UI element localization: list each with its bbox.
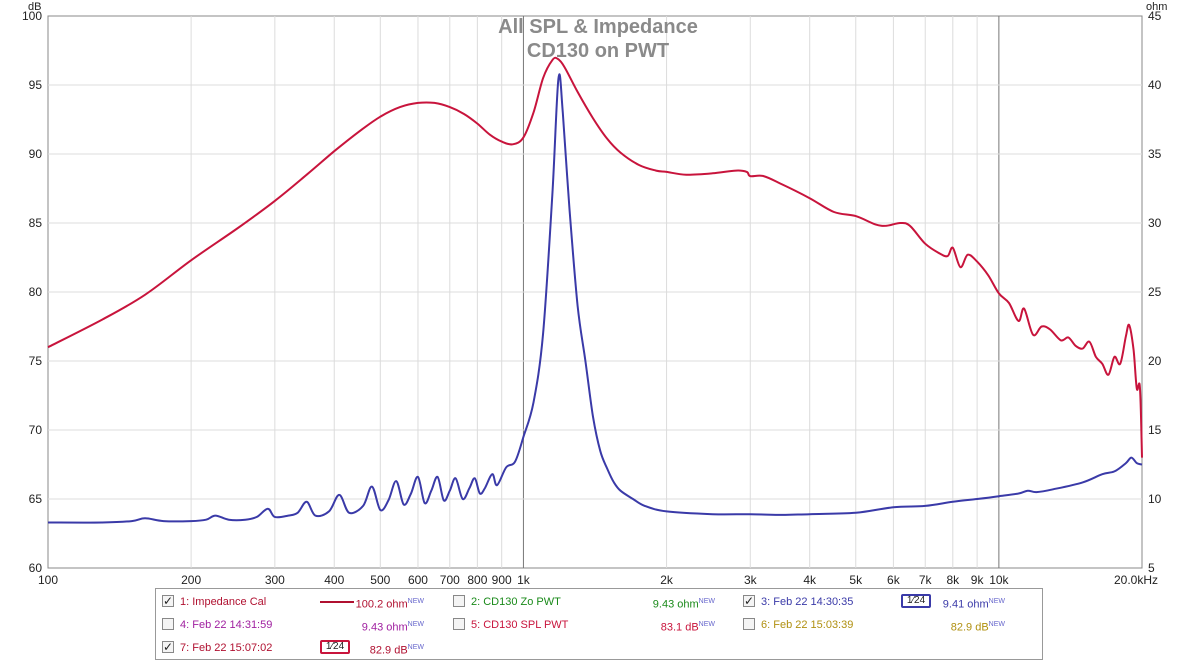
legend-new-badge: NEW xyxy=(988,621,1005,628)
x-tick-label: 400 xyxy=(324,573,344,587)
x-tick-label: 4k xyxy=(803,573,817,587)
legend-value: 82.9 dBNEW xyxy=(369,644,424,657)
legend-item-3[interactable]: ✓ 3: Feb 22 14:30:35 1⁄24 9.41 ohmNEW xyxy=(743,592,1028,612)
y-right-tick-label: 35 xyxy=(1148,147,1162,161)
legend-value: 82.9 dBNEW xyxy=(950,621,1005,634)
legend-new-badge: NEW xyxy=(698,621,715,628)
series-line-1 xyxy=(47,56,1143,458)
legend-smoothing-swatch: 1⁄24 xyxy=(901,594,931,608)
legend-value: 9.43 ohmNEW xyxy=(361,621,424,634)
x-tick-label: 3k xyxy=(744,573,758,587)
legend-value: 100.2 ohmNEW xyxy=(355,598,424,611)
y-right-tick-label: 10 xyxy=(1148,492,1162,506)
legend-new-badge: NEW xyxy=(698,598,715,605)
left-axis-unit: dB xyxy=(28,1,41,13)
y-right-tick-label: 30 xyxy=(1148,216,1162,230)
grid-lines xyxy=(48,16,1142,568)
legend-checkbox[interactable]: ✓ xyxy=(162,640,174,654)
legend-item-5[interactable]: 5: CD130 SPL PWT 83.1 dBNEW xyxy=(453,615,738,635)
legend-name: 5: CD130 SPL PWT xyxy=(471,619,569,631)
legend-checkbox[interactable] xyxy=(162,618,174,630)
right-axis-unit: ohm xyxy=(1146,1,1167,13)
x-tick-label: 10k xyxy=(989,573,1009,587)
series-layer xyxy=(47,56,1143,524)
legend-value: 9.41 ohmNEW xyxy=(942,598,1005,611)
y-left-tick-label: 100 xyxy=(22,9,42,23)
legend-new-badge: NEW xyxy=(407,598,424,605)
legend-value: 83.1 dBNEW xyxy=(660,621,715,634)
y-left-tick-label: 65 xyxy=(29,492,43,506)
legend-checkbox[interactable] xyxy=(453,595,465,607)
y-left-tick-label: 95 xyxy=(29,78,43,92)
legend-line-swatch xyxy=(320,601,354,603)
legend-name: 4: Feb 22 14:31:59 xyxy=(180,619,273,631)
x-tick-label: 20.0kHz xyxy=(1114,573,1158,587)
series-line-2 xyxy=(47,73,1143,524)
x-tick-label: 2k xyxy=(660,573,674,587)
y-left-tick-label: 75 xyxy=(29,354,43,368)
legend-name: 2: CD130 Zo PWT xyxy=(471,596,561,608)
y-left-tick-label: 70 xyxy=(29,423,43,437)
legend-new-badge: NEW xyxy=(407,644,424,651)
x-tick-label: 5k xyxy=(849,573,863,587)
x-tick-label: 900 xyxy=(492,573,512,587)
legend-item-1[interactable]: ✓ 1: Impedance Cal 100.2 ohmNEW xyxy=(162,592,447,612)
legend-checkbox[interactable] xyxy=(453,618,465,630)
legend-checkbox[interactable]: ✓ xyxy=(162,594,174,608)
legend-new-badge: NEW xyxy=(988,598,1005,605)
legend-new-badge: NEW xyxy=(407,621,424,628)
x-tick-label: 300 xyxy=(265,573,285,587)
x-tick-label: 6k xyxy=(887,573,901,587)
y-left-tick-label: 85 xyxy=(29,216,43,230)
y-right-tick-label: 15 xyxy=(1148,423,1162,437)
legend-item-7[interactable]: ✓ 7: Feb 22 15:07:02 1⁄24 82.9 dBNEW xyxy=(162,638,447,658)
y-left-tick-label: 60 xyxy=(29,561,43,575)
x-tick-label: 700 xyxy=(440,573,460,587)
legend-value: 9.43 ohmNEW xyxy=(652,598,715,611)
x-tick-label: 7k xyxy=(919,573,933,587)
x-tick-label: 600 xyxy=(408,573,428,587)
x-tick-label: 800 xyxy=(467,573,487,587)
legend-name: 1: Impedance Cal xyxy=(180,596,267,608)
y-right-tick-label: 25 xyxy=(1148,285,1162,299)
x-tick-label: 100 xyxy=(38,573,58,587)
chart-subtitle: CD130 on PWT xyxy=(527,40,669,62)
legend-name: 3: Feb 22 14:30:35 xyxy=(761,596,854,608)
legend-name: 6: Feb 22 15:03:39 xyxy=(761,619,854,631)
legend-checkbox[interactable]: ✓ xyxy=(743,594,755,608)
legend-name: 7: Feb 22 15:07:02 xyxy=(180,642,273,654)
x-tick-label: 8k xyxy=(946,573,960,587)
y-left-tick-label: 90 xyxy=(29,147,43,161)
axis-labels: 100 200 300 400 500 600 700 800 900 1k 2k 3k 4k 5k 6k 7… xyxy=(22,9,1162,587)
chart-title: All SPL & Impedance xyxy=(498,16,698,38)
legend-checkbox[interactable] xyxy=(743,618,755,630)
y-left-tick-label: 80 xyxy=(29,285,43,299)
legend-panel: ✓ 1: Impedance Cal 100.2 ohmNEW 2: CD130 Zo… xyxy=(155,588,1043,660)
legend-item-4[interactable]: 4: Feb 22 14:31:59 9.43 ohmNEW xyxy=(162,615,447,635)
legend-item-6[interactable]: 6: Feb 22 15:03:39 82.9 dBNEW xyxy=(743,615,1028,635)
y-right-tick-label: 20 xyxy=(1148,354,1162,368)
y-right-tick-label: 40 xyxy=(1148,78,1162,92)
plot-area: 100 200 300 400 500 600 700 800 900 1k 2k 3k 4k 5k 6k 7… xyxy=(22,1,1167,587)
x-tick-label: 500 xyxy=(370,573,390,587)
y-right-tick-label: 5 xyxy=(1148,561,1155,575)
x-tick-label: 1k xyxy=(517,573,531,587)
legend-item-2[interactable]: 2: CD130 Zo PWT 9.43 ohmNEW xyxy=(453,592,738,612)
x-tick-label: 200 xyxy=(181,573,201,587)
legend-smoothing-swatch: 1⁄24 xyxy=(320,640,350,654)
y-right-tick-label: 45 xyxy=(1148,9,1162,23)
x-tick-label: 9k xyxy=(971,573,985,587)
